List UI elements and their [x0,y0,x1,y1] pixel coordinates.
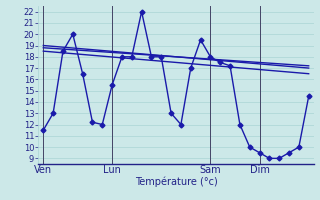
X-axis label: Température (°c): Température (°c) [135,177,217,187]
